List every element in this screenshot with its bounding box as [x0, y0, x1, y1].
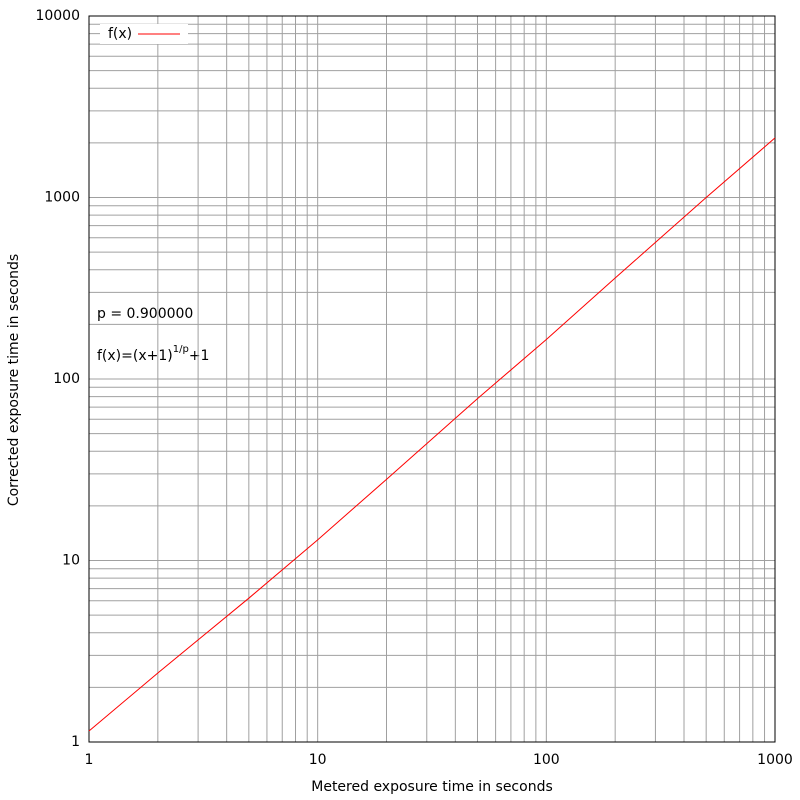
y-tick-label: 10000: [35, 8, 80, 24]
formula-tail: +1: [189, 348, 210, 364]
formula-base: f(x)=(x+1): [97, 348, 173, 364]
y-tick-label: 10: [62, 553, 80, 569]
y-tick-label: 1: [71, 734, 80, 750]
x-tick-label: 1000: [757, 752, 793, 768]
y-tick-label: 1000: [44, 190, 80, 206]
x-tick-label: 10: [309, 752, 327, 768]
formula: f(x)=(x+1)1/p+1: [97, 344, 209, 364]
line: [88, 137, 776, 732]
x-axis-label: Metered exposure time in seconds: [311, 779, 553, 795]
plot-frame: [88, 15, 776, 743]
x-tick-label: 1: [85, 752, 94, 768]
y-tick-label: 100: [53, 371, 80, 387]
annotation: p = 0.900000: [97, 306, 193, 322]
legend-label: f(x): [108, 26, 132, 42]
formula-sup: 1/p: [173, 344, 189, 355]
x-tick-label: 100: [533, 752, 560, 768]
y-axis-label: Corrected exposure time in seconds: [6, 254, 22, 506]
